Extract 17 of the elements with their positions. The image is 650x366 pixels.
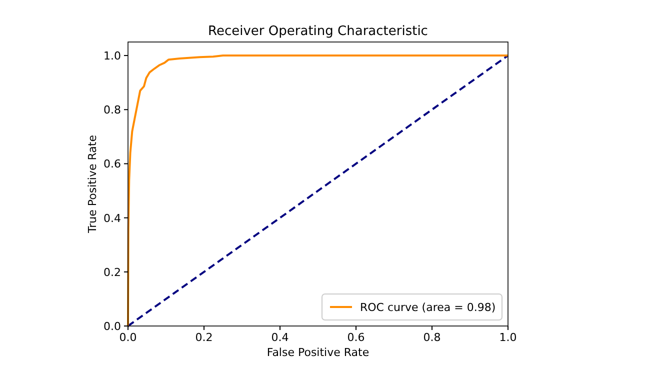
x-tick-label: 0.0 <box>119 331 137 344</box>
y-axis-title: True Positive Rate <box>86 134 99 234</box>
x-tick-label: 0.4 <box>271 331 289 344</box>
y-tick-label: 0.6 <box>104 158 121 171</box>
y-tick-label: 0.0 <box>104 320 121 333</box>
y-tick-label: 0.4 <box>104 212 121 225</box>
x-tick-label: 0.6 <box>347 331 365 344</box>
x-tick-label: 0.2 <box>195 331 213 344</box>
x-tick-label: 0.8 <box>423 331 441 344</box>
y-tick-label: 0.2 <box>104 266 121 279</box>
x-axis-title: False Positive Rate <box>266 346 370 359</box>
x-tick-label: 1.0 <box>499 331 517 344</box>
y-tick-label: 1.0 <box>104 50 121 63</box>
chart-title: Receiver Operating Characteristic <box>208 24 428 39</box>
y-tick-label: 0.8 <box>104 104 121 117</box>
line-series <box>127 54 509 327</box>
legend-label: ROC curve (area = 0.98) <box>360 301 496 314</box>
